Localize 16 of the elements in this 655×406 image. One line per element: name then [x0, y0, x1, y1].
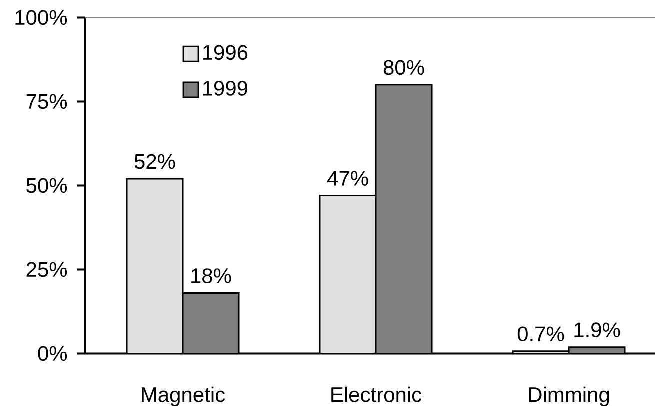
- legend-label: 1996: [203, 45, 248, 60]
- data-label: 1.9%: [574, 322, 620, 338]
- data-label: 80%: [384, 60, 424, 76]
- y-tick-label: 0%: [38, 346, 68, 362]
- x-tick-label: Magnetic: [142, 386, 226, 406]
- legend-label: 1999: [203, 81, 248, 96]
- y-tick-label: 25%: [26, 262, 68, 278]
- y-tick-label: 50%: [26, 178, 68, 194]
- data-label: 47%: [327, 171, 368, 186]
- y-tick-label: 100%: [16, 10, 68, 26]
- data-label: 52%: [134, 154, 176, 170]
- y-tick-label: 75%: [26, 94, 68, 110]
- x-tick-label: Electronic: [332, 386, 422, 402]
- data-label: 18%: [192, 268, 232, 284]
- x-tick-label: Dimming: [529, 386, 610, 406]
- data-label: 0.7%: [518, 326, 564, 342]
